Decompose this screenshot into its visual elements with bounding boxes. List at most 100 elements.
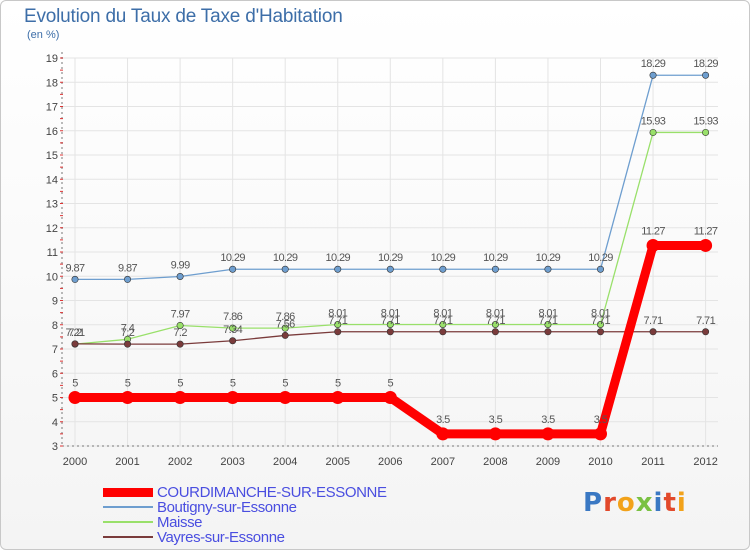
y-tick-label: 15 <box>46 150 58 162</box>
data-point-0 <box>68 391 82 404</box>
x-tick-label: 2012 <box>693 456 717 468</box>
data-label-0: 11.27 <box>641 225 665 237</box>
data-label-0: 5 <box>125 378 131 390</box>
data-label-1: 10.29 <box>431 252 456 264</box>
data-label-2: 8.01 <box>538 308 557 320</box>
data-point-0 <box>699 238 713 252</box>
data-point-0 <box>278 391 292 404</box>
data-point-2 <box>439 321 447 329</box>
x-tick-label: 2004 <box>273 456 297 468</box>
x-tick-label: 2000 <box>63 456 87 468</box>
data-point-0 <box>594 427 607 441</box>
x-tick-label: 2011 <box>641 456 665 468</box>
data-label-2: 7.86 <box>276 311 295 323</box>
data-point-2 <box>386 321 394 329</box>
data-label-2: 15.93 <box>693 115 718 127</box>
data-point-0 <box>646 238 660 252</box>
data-label-3: 7.71 <box>591 315 610 327</box>
data-point-1 <box>544 265 552 273</box>
data-label-0: 3.5 <box>541 414 555 426</box>
data-label-3: 7.71 <box>696 315 715 327</box>
data-label-1: 10.29 <box>483 252 508 264</box>
data-point-0 <box>436 427 450 441</box>
data-label-3: 7.34 <box>223 324 242 336</box>
y-tick-label: 7 <box>52 344 58 356</box>
legend-label: Maisse <box>157 513 203 531</box>
data-point-0 <box>121 391 135 404</box>
data-point-1 <box>386 265 394 273</box>
x-tick-label: 2003 <box>220 456 244 468</box>
axes: 3 4 5 6 7 8 9 10 11 12 13 14 15 16 17 18 19 2000 2001 2002 2… <box>46 52 718 468</box>
y-tick-label: 18 <box>46 77 58 89</box>
data-point-0 <box>226 391 240 404</box>
data-label-3: 7.21 <box>65 327 84 339</box>
x-tick-label: 2001 <box>115 456 139 468</box>
legend-label: COURDIMANCHE-SUR-ESSONNE <box>157 483 387 501</box>
legend-label: Boutigny-sur-Essonne <box>157 498 297 516</box>
data-label-2: 8.01 <box>486 308 505 320</box>
y-tick-label: 12 <box>46 223 58 235</box>
data-label-3: 7.71 <box>328 315 347 327</box>
data-label-1: 10.29 <box>536 252 561 264</box>
data-label-3: 7.71 <box>381 315 400 327</box>
data-point-3 <box>229 337 237 345</box>
data-point-0 <box>383 391 397 404</box>
data-point-3 <box>386 328 394 336</box>
data-label-2: 7.97 <box>171 308 190 320</box>
data-label-0: 11.27 <box>694 225 718 237</box>
y-tick-label: 9 <box>52 296 58 308</box>
data-point-1 <box>491 265 499 273</box>
data-label-3: 7.71 <box>644 315 663 327</box>
data-label-2: 7.4 <box>121 322 135 334</box>
y-tick-label: 19 <box>46 53 58 65</box>
data-label-0: 3.5 <box>594 414 608 426</box>
data-point-3 <box>124 340 132 348</box>
data-label-0: 5 <box>282 378 288 390</box>
legend-item-3: Vayres-sur-Essonne <box>103 528 285 546</box>
chart-unit-subtitle: (en %) <box>27 29 60 41</box>
data-label-0: 5 <box>388 378 394 390</box>
data-point-2 <box>649 128 657 136</box>
data-label-0: 3.5 <box>436 414 450 426</box>
data-point-1 <box>334 265 342 273</box>
y-tick-label: 11 <box>47 247 58 259</box>
data-point-2 <box>702 128 710 136</box>
data-point-3 <box>702 328 710 336</box>
y-tick-label: 6 <box>52 368 58 380</box>
data-label-2: 8.01 <box>328 308 347 320</box>
legend-swatch <box>103 506 153 508</box>
legend-swatch <box>103 487 153 497</box>
data-label-1: 10.29 <box>588 252 613 264</box>
data-label-3: 7.2 <box>121 327 135 339</box>
y-tick-label: 4 <box>52 417 58 429</box>
data-point-0 <box>173 391 187 404</box>
data-point-3 <box>281 331 289 339</box>
data-point-3 <box>596 328 604 336</box>
y-tick-label: 16 <box>46 126 58 138</box>
data-point-3 <box>439 328 447 336</box>
data-label-1: 10.29 <box>378 252 403 264</box>
x-tick-label: 2010 <box>588 456 612 468</box>
data-point-2 <box>544 321 552 329</box>
legend-label: Vayres-sur-Essonne <box>157 528 285 546</box>
chart-title: Evolution du Taux de Taxe d'Habitation <box>24 6 343 27</box>
data-point-2 <box>596 321 604 329</box>
x-tick-label: 2006 <box>378 456 402 468</box>
series-lines <box>68 71 713 441</box>
legend-item-1: Boutigny-sur-Essonne <box>103 498 297 516</box>
data-point-1 <box>176 272 184 280</box>
data-label-1: 9.87 <box>118 262 137 274</box>
data-label-0: 5 <box>230 378 236 390</box>
data-point-3 <box>544 328 552 336</box>
data-label-0: 5 <box>72 378 78 390</box>
data-label-3: 7.71 <box>538 315 557 327</box>
legend-item-0: COURDIMANCHE-SUR-ESSONNE <box>103 483 387 501</box>
data-label-3: 7.71 <box>433 315 452 327</box>
legend-item-2: Maisse <box>103 513 203 531</box>
data-point-1 <box>649 71 657 79</box>
data-label-0: 5 <box>335 378 341 390</box>
data-label-1: 10.29 <box>220 252 245 264</box>
data-point-2 <box>176 321 184 329</box>
